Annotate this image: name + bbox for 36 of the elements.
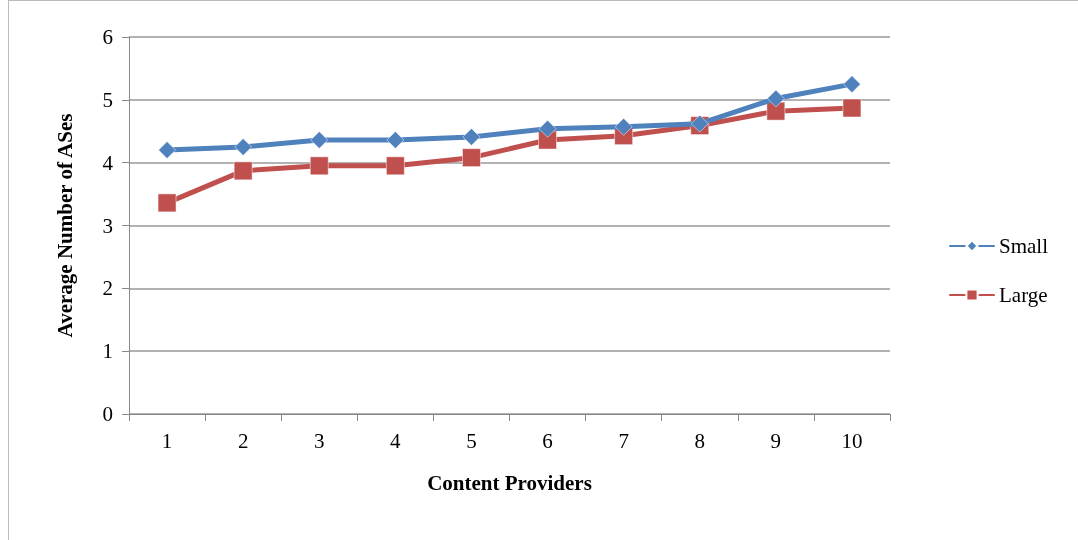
x-tick-label: 6 <box>542 428 553 453</box>
x-tick-label: 5 <box>466 428 477 453</box>
y-tick-label: 0 <box>102 402 113 426</box>
point <box>386 156 405 176</box>
legend-label: Small <box>999 234 1049 258</box>
y-tick-label: 6 <box>102 25 113 49</box>
legend-label: Large <box>999 283 1048 307</box>
point <box>386 131 405 149</box>
x-tick-label: 7 <box>618 428 629 453</box>
x-tick-label: 3 <box>314 428 325 453</box>
point <box>462 128 481 146</box>
y-tick-label: 4 <box>102 150 114 175</box>
point <box>614 118 633 136</box>
x-tick-label: 10 <box>841 428 863 453</box>
point <box>158 141 176 159</box>
point <box>310 156 329 176</box>
x-tick-label: 2 <box>237 428 249 453</box>
x-tick-label: 4 <box>390 428 402 453</box>
point <box>310 131 328 149</box>
point <box>157 193 177 213</box>
y-tick-label: 2 <box>102 276 113 301</box>
x-tick-label: 1 <box>161 428 173 453</box>
point <box>462 148 481 167</box>
point <box>767 89 785 108</box>
point <box>538 119 557 138</box>
point <box>234 138 252 156</box>
x-tick-label: 9 <box>770 428 782 453</box>
x-tick-label: 8 <box>694 428 705 453</box>
point <box>842 98 862 118</box>
point <box>843 75 861 93</box>
y-tick-label: 3 <box>102 213 113 238</box>
point <box>233 161 253 181</box>
y-tick-label: 5 <box>102 87 113 112</box>
y-tick-label: 1 <box>102 339 113 364</box>
x-axis-title: Content Providers <box>427 470 592 495</box>
y-axis-title: Average Number of ASes <box>52 113 77 338</box>
